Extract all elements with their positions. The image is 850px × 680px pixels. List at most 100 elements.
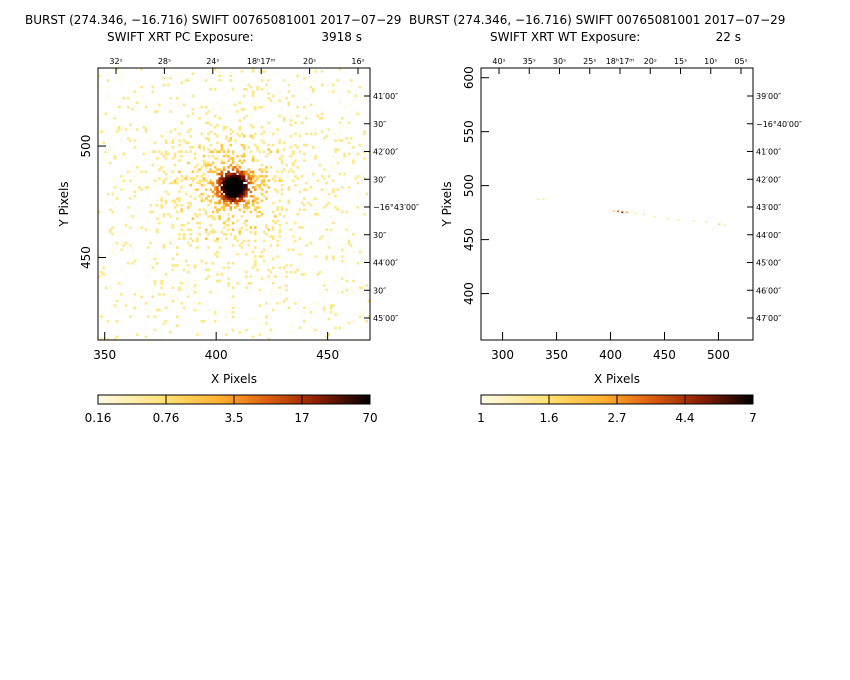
- pc-count-pixel: [245, 114, 248, 118]
- pc-count-pixel: [225, 219, 228, 223]
- pc-count-pixel: [109, 230, 112, 234]
- pc-count-pixel: [222, 221, 226, 225]
- pc-count-pixel: [247, 175, 250, 178]
- pc-count-pixel: [267, 130, 270, 133]
- pc-count-pixel: [211, 210, 215, 214]
- pc-count-pixel: [347, 228, 351, 232]
- pc-count-pixel: [218, 181, 221, 185]
- pc-count-pixel: [113, 304, 117, 307]
- pc-count-pixel: [265, 175, 268, 178]
- pc-count-pixel: [118, 230, 121, 234]
- pc-count-pixel: [305, 273, 308, 276]
- pc-count-pixel: [187, 228, 190, 232]
- pc-count-pixel: [276, 128, 279, 131]
- pc-count-pixel: [276, 286, 279, 290]
- pc-count-pixel: [236, 199, 239, 203]
- pc-count-pixel: [240, 172, 244, 176]
- pc-count-pixel: [312, 103, 315, 107]
- pc-count-pixel: [225, 92, 228, 96]
- pc-count-pixel: [265, 224, 268, 227]
- pc-count-pixel: [361, 311, 364, 314]
- pc-count-pixel: [238, 331, 241, 334]
- pc-count-pixel: [303, 270, 306, 274]
- pc-count-pixel: [320, 112, 324, 116]
- pc-count-pixel: [193, 308, 197, 312]
- pc-count-pixel: [349, 224, 353, 227]
- pc-count-pixel: [193, 302, 197, 305]
- pc-count-pixel: [153, 328, 157, 332]
- pc-count-pixel: [171, 299, 175, 303]
- pc-y-axis-label: Y Pixels: [57, 181, 71, 227]
- pc-count-pixel: [320, 130, 324, 133]
- pc-count-pixel: [155, 108, 159, 111]
- pc-count-pixel: [283, 79, 286, 82]
- pc-count-pixel: [140, 85, 143, 89]
- pc-count-pixel: [102, 266, 105, 269]
- pc-count-pixel: [296, 212, 299, 216]
- pc-count-pixel: [102, 199, 105, 203]
- dec-tick-label: 41′00″: [373, 92, 398, 101]
- pc-count-pixel: [300, 157, 304, 160]
- pc-count-pixel: [180, 302, 184, 305]
- pc-count-pixel: [153, 179, 157, 183]
- pc-count-pixel: [162, 181, 166, 185]
- pc-count-pixel: [303, 204, 306, 207]
- pc-count-pixel: [274, 221, 277, 225]
- pc-count-pixel: [100, 130, 103, 133]
- pc-count-pixel: [242, 179, 246, 183]
- pc-count-pixel: [207, 163, 210, 167]
- pc-count-pixel: [278, 141, 282, 145]
- pc-count-pixel: [164, 152, 168, 156]
- pc-count-pixel: [193, 101, 197, 104]
- pc-count-pixel: [227, 217, 230, 220]
- pc-count-pixel: [334, 279, 337, 283]
- pc-count-pixel: [205, 188, 208, 191]
- pc-count-pixel: [205, 112, 208, 116]
- pc-count-pixel: [271, 266, 275, 269]
- pc-count-pixel: [213, 192, 217, 196]
- pc-count-pixel: [289, 264, 293, 267]
- pc-count-pixel: [307, 201, 311, 205]
- pc-count-pixel: [225, 134, 228, 138]
- pc-count-pixel: [234, 235, 237, 238]
- pc-count-pixel: [209, 163, 213, 167]
- wt-count-pixel: [718, 223, 721, 225]
- pc-count-pixel: [171, 224, 175, 227]
- colorbar-label: 70: [362, 411, 377, 425]
- pc-count-pixel: [133, 306, 137, 310]
- pc-count-pixel: [251, 154, 255, 158]
- pc-count-pixel: [343, 270, 346, 274]
- pc-count-pixel: [167, 295, 170, 298]
- pc-count-pixel: [220, 266, 224, 269]
- pc-count-pixel: [361, 293, 364, 296]
- pc-plot-frame: [97, 67, 371, 341]
- pc-count-pixel: [285, 297, 288, 301]
- dec-tick-label: −16°43′00″: [373, 203, 419, 212]
- pc-count-pixel: [238, 179, 241, 183]
- pc-count-pixel: [218, 177, 221, 180]
- pc-count-pixel: [249, 226, 253, 229]
- pc-count-pixel: [238, 230, 241, 234]
- pc-count-pixel: [213, 188, 217, 191]
- pc-count-pixel: [227, 195, 230, 198]
- pc-count-pixel: [236, 154, 239, 158]
- pc-count-pixel: [240, 197, 244, 200]
- pc-count-pixel: [352, 146, 355, 149]
- pc-count-pixel: [184, 150, 188, 154]
- pc-count-pixel: [309, 112, 313, 116]
- pc-count-pixel: [323, 137, 326, 140]
- wt-x-axis: 300 350 400 450 500: [491, 332, 730, 362]
- pc-count-pixel: [193, 157, 197, 160]
- wt-count-pixel: [666, 218, 669, 220]
- pc-count-pixel: [240, 70, 244, 73]
- pc-count-pixel: [209, 88, 213, 91]
- pc-count-pixel: [227, 181, 230, 185]
- pc-count-pixel: [216, 331, 219, 334]
- pc-count-pixel: [314, 255, 317, 258]
- pc-count-pixel: [240, 132, 244, 136]
- pc-count-pixel: [218, 117, 221, 120]
- pc-count-pixel: [320, 175, 324, 178]
- dec-tick-label: 44′00″: [756, 231, 781, 240]
- x-tick-label: 400: [205, 348, 228, 362]
